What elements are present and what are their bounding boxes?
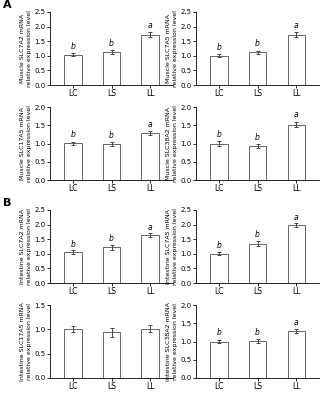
Bar [103, 52, 120, 85]
Text: b: b [71, 42, 75, 51]
Text: b: b [71, 130, 75, 140]
Y-axis label: Muscle SLC7A5 mRNA
relative expression level: Muscle SLC7A5 mRNA relative expression l… [166, 10, 178, 87]
Text: a: a [294, 213, 299, 222]
Text: b: b [217, 130, 221, 139]
Y-axis label: Intestine SLC38A2 mRNA
relative expression level: Intestine SLC38A2 mRNA relative expressi… [166, 302, 178, 381]
Y-axis label: Intestine SLC7A2 mRNA
relative expression level: Intestine SLC7A2 mRNA relative expressio… [20, 208, 31, 285]
Text: a: a [148, 21, 152, 30]
Text: a: a [148, 120, 152, 129]
Bar [142, 236, 159, 283]
Text: a: a [148, 223, 152, 232]
Text: a: a [294, 318, 299, 327]
Bar [210, 144, 228, 180]
Text: B: B [3, 198, 12, 208]
Bar [103, 247, 120, 283]
Text: a: a [294, 110, 299, 120]
Bar [64, 143, 82, 180]
Bar [142, 35, 159, 85]
Bar [103, 144, 120, 180]
Bar [210, 342, 228, 378]
Text: b: b [217, 43, 221, 52]
Text: b: b [217, 328, 221, 338]
Text: b: b [255, 230, 260, 239]
Bar [210, 254, 228, 283]
Text: a: a [294, 21, 299, 30]
Text: A: A [3, 0, 12, 10]
Bar [64, 55, 82, 85]
Bar [103, 332, 120, 378]
Text: b: b [255, 328, 260, 337]
Bar [249, 52, 266, 85]
Bar [288, 331, 305, 378]
Bar [64, 329, 82, 378]
Y-axis label: Intestine SLC17A5 mRNA
relative expression level: Intestine SLC17A5 mRNA relative expressi… [20, 302, 31, 381]
Bar [288, 35, 305, 85]
Bar [288, 124, 305, 180]
Y-axis label: Intestine SLC7A5 mRNA
relative expression level: Intestine SLC7A5 mRNA relative expressio… [166, 208, 178, 285]
Bar [210, 56, 228, 85]
Text: b: b [109, 39, 114, 48]
Bar [288, 225, 305, 283]
Bar [142, 329, 159, 378]
Bar [249, 244, 266, 283]
Text: b: b [255, 40, 260, 48]
Bar [249, 341, 266, 378]
Bar [249, 146, 266, 180]
Y-axis label: Muscle SLC7A2 mRNA
relative expression level: Muscle SLC7A2 mRNA relative expression l… [20, 10, 31, 87]
Text: b: b [255, 133, 260, 142]
Y-axis label: Muscle SLC38A2 mRNA
relative expression level: Muscle SLC38A2 mRNA relative expression … [166, 105, 178, 182]
Bar [142, 133, 159, 180]
Y-axis label: Muscle SLC17A5 mRNA
relative expression level: Muscle SLC17A5 mRNA relative expression … [20, 105, 31, 182]
Text: b: b [109, 131, 114, 140]
Text: b: b [217, 241, 221, 250]
Text: b: b [109, 234, 114, 243]
Text: b: b [71, 240, 75, 248]
Bar [64, 252, 82, 283]
